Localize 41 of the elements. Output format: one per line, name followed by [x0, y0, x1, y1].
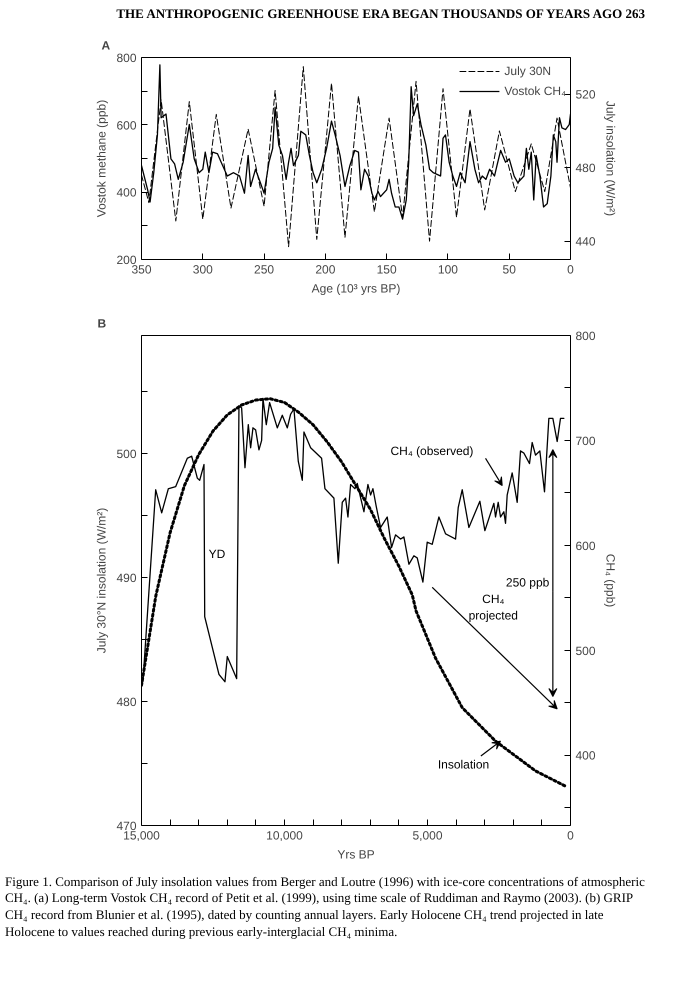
annotation: CH₄ projected: [468, 591, 518, 622]
y-tick-label: 800: [116, 50, 137, 65]
x-tick-label: 0: [567, 828, 574, 842]
y2-tick-label: 800: [576, 328, 596, 343]
y2-tick-label: 440: [576, 234, 596, 248]
annotation: CH₄ (observed): [390, 443, 474, 458]
y2-tick-label: 520: [576, 87, 596, 102]
annotation: YD: [208, 546, 226, 560]
x-tick-label: 5,000: [412, 828, 443, 842]
y-tick-label: 490: [116, 570, 137, 584]
x-axis-title: Age (10³ yrs BP): [312, 281, 400, 296]
y2-axis-title: CH₄ (ppb): [604, 553, 618, 607]
x-tick-label: 250: [254, 262, 274, 276]
caption: Figure 1. Comparison of July insolation values from Berger and Loutre (1996) with ice-core concentrations of atmospheric CH₄. (a) Long-term Vostok CH₄ record of Petit et al. (1999), using time scale of Ruddiman and Raymo (2003). (b) GRIP CH₄ record from Blunier et al. (1995), dated by counting annual layers. Early Holocene CH₄ trend projected in late Holocene to values reached during previous early-interglacial CH₄ minima.: [5, 874, 645, 942]
x-tick-label: 10,000: [266, 828, 304, 842]
x-tick-label: 150: [376, 262, 397, 276]
y-axis-title: Vostok methane (ppb): [94, 99, 108, 217]
y-axis-title: July 30°N insolation (W/m²): [94, 507, 108, 653]
legend-label: July 30N: [504, 64, 552, 78]
x-tick-label: 0: [567, 262, 574, 276]
text: THE ANTHROPOGENIC GREENHOUSE ERA BEGAN THOUSANDS OF YEARS AGO 263: [116, 5, 645, 23]
x-tick-label: 300: [192, 262, 214, 276]
annotation: Insolation: [438, 757, 490, 772]
y-tick-label: 500: [116, 446, 137, 460]
y2-tick-label: 400: [576, 748, 596, 762]
x-tick-label: 200: [315, 262, 336, 276]
y2-tick-label: 700: [576, 433, 596, 448]
legend-label: Vostok CH₄: [504, 84, 566, 98]
y2-tick-label: 500: [576, 643, 596, 658]
chart-title: A: [102, 38, 110, 52]
y2-tick-label: 480: [576, 160, 596, 175]
y-tick-label: 600: [116, 118, 137, 132]
y-tick-label: 400: [116, 185, 137, 200]
y2-axis-title: July insolation (W/m²): [604, 100, 618, 216]
y2-tick-label: 600: [576, 538, 596, 552]
annotation: 250 ppb: [506, 574, 550, 589]
x-tick-label: 100: [438, 262, 458, 276]
chart-title: B: [98, 316, 106, 330]
x-axis-title: Yrs BP: [337, 847, 375, 862]
x-tick-label: 50: [502, 262, 516, 276]
y-tick-label: 480: [116, 694, 137, 709]
